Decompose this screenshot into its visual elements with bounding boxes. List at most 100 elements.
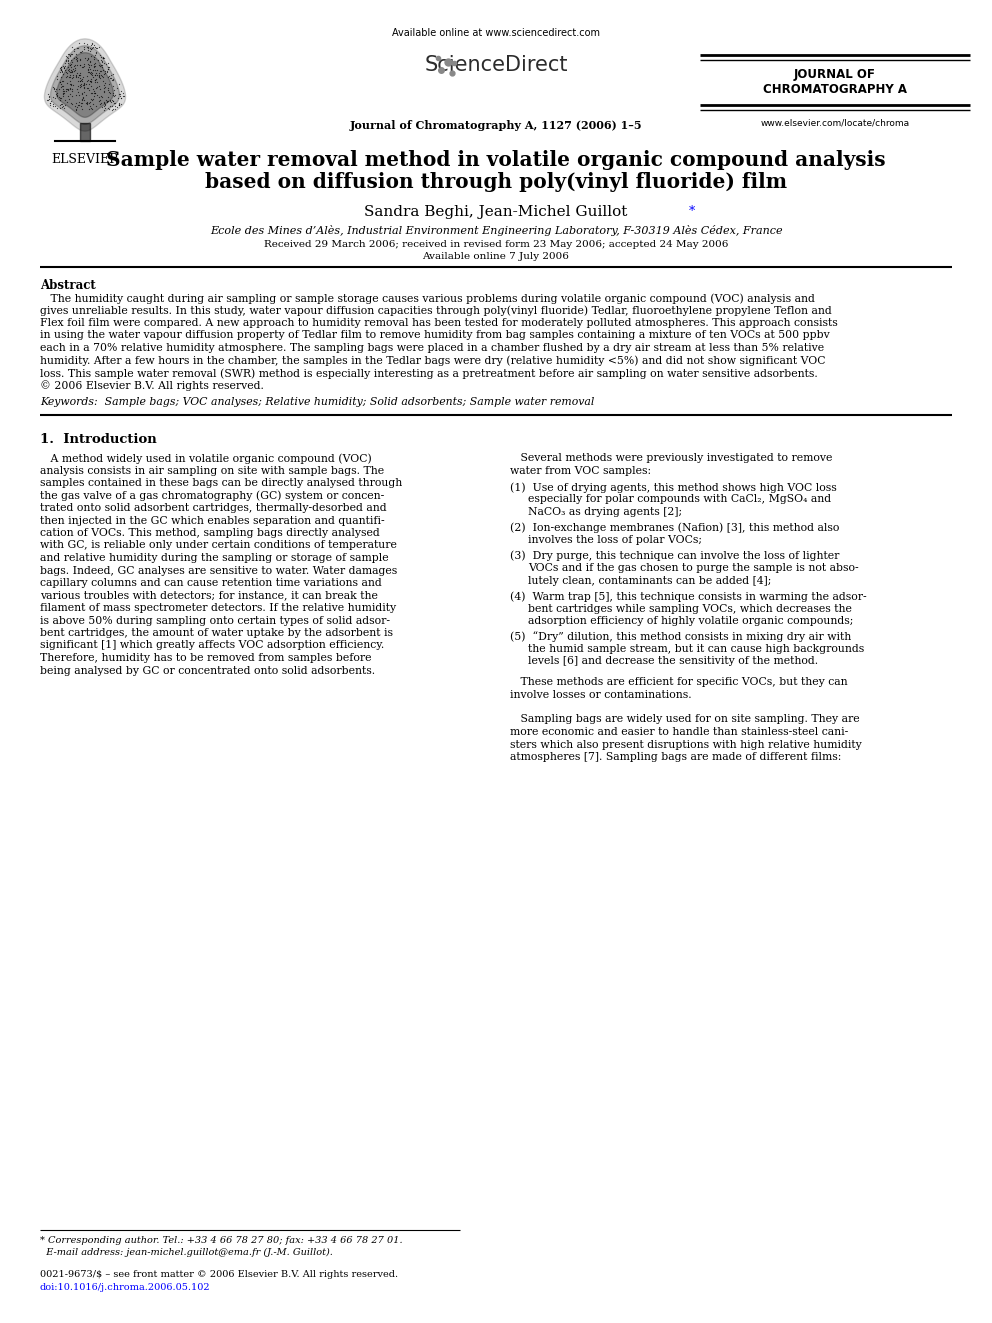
Point bbox=[97, 61, 113, 82]
Point bbox=[53, 60, 68, 81]
Point bbox=[72, 71, 88, 93]
Point bbox=[75, 86, 91, 107]
Point bbox=[50, 98, 65, 119]
Point bbox=[63, 74, 79, 95]
Point bbox=[59, 46, 74, 67]
Polygon shape bbox=[51, 46, 119, 124]
Point bbox=[88, 37, 104, 58]
Point bbox=[85, 78, 101, 99]
Point bbox=[93, 54, 109, 75]
Point bbox=[62, 73, 77, 94]
Polygon shape bbox=[45, 38, 126, 131]
Point bbox=[62, 54, 78, 75]
Point bbox=[85, 66, 101, 87]
Text: especially for polar compounds with CaCl₂, MgSO₄ and: especially for polar compounds with CaCl… bbox=[528, 495, 831, 504]
Point bbox=[47, 95, 62, 116]
Point bbox=[72, 74, 88, 95]
Point bbox=[76, 73, 92, 94]
Point bbox=[67, 99, 83, 120]
Point bbox=[62, 77, 77, 98]
Text: more economic and easier to handle than stainless-steel cani-: more economic and easier to handle than … bbox=[510, 728, 848, 737]
Point bbox=[92, 94, 108, 115]
Point bbox=[87, 56, 103, 77]
Point bbox=[55, 81, 70, 102]
Point bbox=[53, 61, 68, 82]
Text: Ecole des Mines d’Alès, Industrial Environment Engineering Laboratory, F-30319 A: Ecole des Mines d’Alès, Industrial Envir… bbox=[209, 225, 783, 235]
Point bbox=[54, 70, 69, 91]
Point bbox=[64, 61, 80, 82]
Point bbox=[69, 50, 85, 71]
Point bbox=[41, 86, 57, 107]
Point bbox=[82, 50, 98, 71]
Point bbox=[440, 52, 456, 73]
Point bbox=[74, 70, 90, 91]
Point bbox=[53, 87, 68, 108]
Point bbox=[70, 71, 86, 93]
Text: Available online at www.sciencedirect.com: Available online at www.sciencedirect.co… bbox=[392, 28, 600, 38]
Point bbox=[92, 44, 108, 65]
Point bbox=[67, 54, 83, 75]
Text: A method widely used in volatile organic compound (VOC): A method widely used in volatile organic… bbox=[40, 452, 372, 463]
Point bbox=[62, 89, 77, 110]
Point bbox=[87, 70, 103, 91]
Point bbox=[56, 56, 71, 77]
Point bbox=[90, 37, 106, 58]
Text: Available online 7 July 2006: Available online 7 July 2006 bbox=[423, 251, 569, 261]
Point bbox=[72, 41, 88, 62]
Point bbox=[86, 81, 102, 102]
Point bbox=[87, 41, 103, 62]
Point bbox=[74, 98, 90, 119]
Point bbox=[81, 93, 97, 114]
Point bbox=[72, 77, 88, 98]
Text: adsorption efficiency of highly volatile organic compounds;: adsorption efficiency of highly volatile… bbox=[528, 617, 853, 626]
Point bbox=[42, 94, 58, 115]
Point bbox=[75, 33, 91, 54]
Point bbox=[85, 57, 101, 78]
Text: gives unreliable results. In this study, water vapour diffusion capacities throu: gives unreliable results. In this study,… bbox=[40, 306, 831, 316]
Point bbox=[105, 69, 121, 90]
Point bbox=[95, 48, 111, 69]
Point bbox=[67, 65, 83, 86]
Point bbox=[69, 37, 85, 58]
Point bbox=[70, 66, 86, 87]
Point bbox=[71, 48, 87, 69]
Point bbox=[62, 61, 78, 82]
Point bbox=[41, 90, 57, 111]
Point bbox=[52, 90, 67, 111]
Point bbox=[49, 69, 64, 90]
Point bbox=[68, 78, 84, 99]
Point bbox=[87, 82, 103, 103]
Point bbox=[83, 34, 99, 56]
Point bbox=[100, 90, 116, 111]
Point bbox=[65, 74, 81, 95]
Point bbox=[52, 71, 67, 93]
Point bbox=[73, 95, 89, 116]
Point bbox=[100, 66, 116, 87]
Point bbox=[55, 82, 70, 103]
Point bbox=[87, 71, 103, 93]
Point bbox=[96, 81, 112, 102]
Point bbox=[54, 93, 69, 114]
Point bbox=[63, 74, 79, 95]
Point bbox=[68, 48, 84, 69]
Point bbox=[84, 83, 100, 105]
Point bbox=[100, 58, 116, 79]
Point bbox=[40, 83, 56, 105]
Point bbox=[74, 90, 90, 111]
Text: (1)  Use of drying agents, this method shows high VOC loss: (1) Use of drying agents, this method sh… bbox=[510, 482, 836, 492]
Point bbox=[52, 58, 67, 79]
Point bbox=[73, 89, 89, 110]
Point bbox=[61, 48, 76, 69]
Point bbox=[57, 60, 72, 81]
Text: E-mail address: jean-michel.guillot@ema.fr (J.-M. Guillot).: E-mail address: jean-michel.guillot@ema.… bbox=[40, 1248, 333, 1257]
Point bbox=[60, 64, 75, 85]
Point bbox=[93, 97, 109, 118]
Text: humidity. After a few hours in the chamber, the samples in the Tedlar bags were : humidity. After a few hours in the chamb… bbox=[40, 356, 825, 366]
Point bbox=[63, 67, 79, 89]
Text: The humidity caught during air sampling or sample storage causes various problem: The humidity caught during air sampling … bbox=[40, 292, 814, 303]
Text: involves the loss of polar VOCs;: involves the loss of polar VOCs; bbox=[528, 534, 702, 545]
Point bbox=[60, 66, 75, 87]
Point bbox=[99, 53, 115, 74]
Point bbox=[57, 95, 72, 116]
Text: based on diffusion through poly(vinyl fluoride) film: based on diffusion through poly(vinyl fl… bbox=[205, 172, 787, 192]
